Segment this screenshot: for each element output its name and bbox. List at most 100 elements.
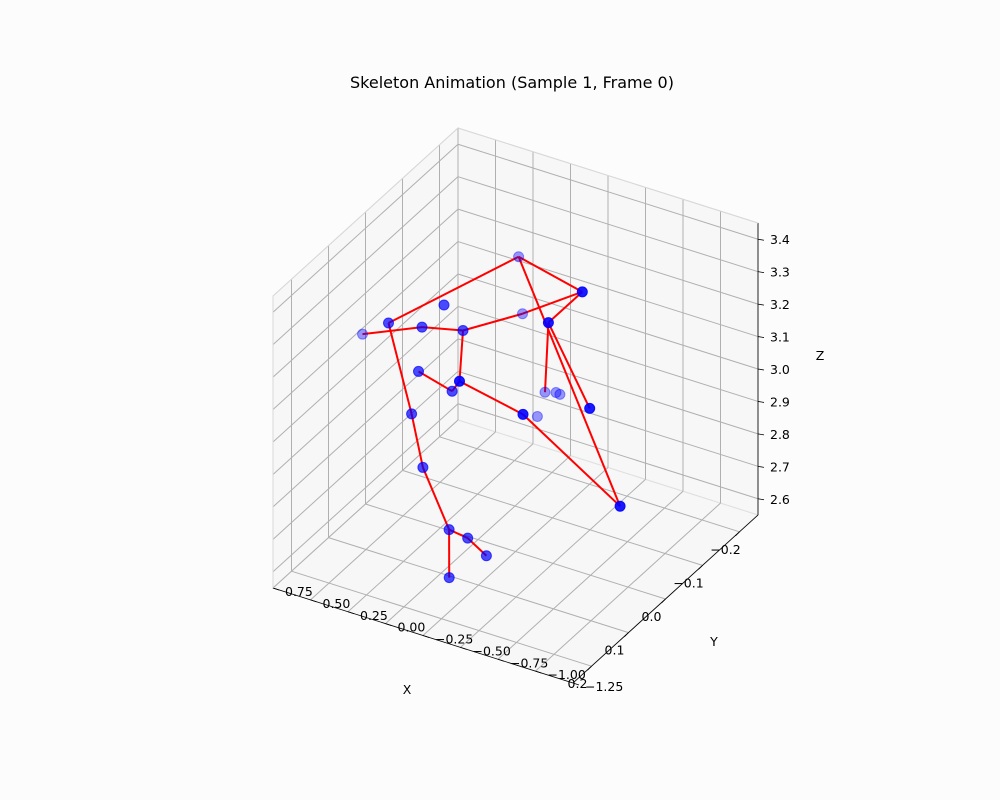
z-tick-mark bbox=[757, 498, 765, 501]
y-tick-label: −0.25 bbox=[435, 632, 473, 647]
z-tick-mark bbox=[757, 271, 765, 274]
pane-edge bbox=[272, 127, 459, 297]
grid-line-y bbox=[460, 479, 646, 648]
skeleton-bone bbox=[421, 326, 464, 332]
x-tick-label: −0.2 bbox=[710, 542, 740, 557]
skeleton-joint bbox=[443, 524, 455, 536]
z-tick-mark bbox=[757, 303, 765, 306]
z-tick-label: 3.1 bbox=[770, 330, 790, 345]
z-tick-mark bbox=[757, 465, 765, 468]
y-tick-label: 0.00 bbox=[398, 620, 426, 635]
skeleton-bones bbox=[362, 255, 622, 578]
grid-line-z bbox=[457, 143, 759, 240]
grid-line-z bbox=[457, 305, 759, 402]
x-tick-label: 0.1 bbox=[605, 643, 625, 658]
y-tick-mark bbox=[572, 682, 580, 686]
z-tick-label: 2.6 bbox=[770, 492, 790, 507]
tick-labels: −0.2 −0.1 0.0 0.1 0.2−1.25−1.00−0.75−0.50−0.… bbox=[285, 232, 790, 694]
skeleton-joint bbox=[357, 328, 368, 340]
pane-edge bbox=[457, 127, 759, 224]
y-tick-label: −1.00 bbox=[548, 667, 586, 682]
grid-line-y bbox=[310, 431, 496, 601]
y-tick-label: −0.50 bbox=[473, 643, 511, 658]
grid-line-y bbox=[385, 455, 571, 624]
y-tick-label: 0.50 bbox=[323, 596, 351, 611]
skeleton-joint bbox=[513, 251, 525, 263]
skeleton-joint bbox=[416, 321, 428, 333]
x-tick-label: 0.2 bbox=[568, 676, 588, 691]
z-tick-mark bbox=[757, 238, 765, 241]
skeleton-bone bbox=[547, 291, 583, 324]
grid-line-z bbox=[272, 403, 459, 573]
z-tick-label: 2.8 bbox=[770, 427, 790, 442]
x-tick-label: 0.0 bbox=[642, 609, 662, 624]
skeleton-bone bbox=[410, 413, 424, 468]
y-axis-line bbox=[272, 587, 574, 684]
skeleton-bone bbox=[421, 467, 451, 530]
skeleton-bone bbox=[522, 413, 621, 507]
grid-line-z bbox=[272, 241, 459, 410]
skeleton-joint bbox=[462, 532, 474, 544]
grid-line-z bbox=[457, 338, 759, 435]
x-axis-line bbox=[572, 514, 759, 684]
skeleton-bone bbox=[522, 290, 583, 315]
grid-line-z bbox=[457, 208, 759, 305]
y-tick-label: 0.75 bbox=[285, 584, 313, 599]
skeleton-joint bbox=[457, 324, 469, 336]
grid-line-z bbox=[457, 273, 759, 370]
skeleton-bone bbox=[518, 255, 583, 293]
skeleton-joint bbox=[517, 408, 529, 420]
z-tick-label: 2.7 bbox=[770, 459, 790, 474]
skeleton-joint bbox=[480, 550, 492, 562]
x-tick-label: −0.1 bbox=[673, 575, 703, 590]
z-tick-label: 3.2 bbox=[770, 297, 790, 312]
skeleton-joint bbox=[531, 410, 543, 422]
skeleton-joint bbox=[584, 402, 596, 414]
grid-line-z bbox=[272, 208, 459, 378]
skeleton-bone bbox=[544, 322, 550, 393]
skeleton-bone bbox=[462, 312, 523, 332]
skeleton-joint bbox=[446, 385, 458, 397]
skeleton-bone bbox=[517, 256, 622, 507]
skeleton-joint bbox=[542, 317, 554, 329]
z-tick-mark bbox=[757, 401, 765, 403]
skeleton-joint bbox=[438, 299, 450, 311]
grid-line-y bbox=[347, 443, 534, 613]
grid-line-y bbox=[497, 490, 684, 660]
z-tick-label: 3.0 bbox=[770, 362, 790, 377]
skeleton-joint bbox=[554, 388, 566, 400]
z-tick-label: 2.9 bbox=[770, 394, 790, 409]
grid-line-z bbox=[457, 241, 759, 338]
grid-lines bbox=[272, 128, 759, 684]
y-tick-label: 0.25 bbox=[360, 608, 388, 623]
z-tick-label: 3.4 bbox=[770, 232, 790, 247]
skeleton-joint bbox=[417, 461, 429, 473]
grid-line-z bbox=[272, 370, 459, 540]
skeleton-bone bbox=[417, 370, 453, 393]
skeleton-joint bbox=[406, 408, 418, 420]
skeleton-joint bbox=[383, 317, 394, 329]
grid-line-z bbox=[272, 143, 459, 313]
skeleton-joint bbox=[443, 572, 455, 584]
skeleton-joint bbox=[614, 500, 626, 512]
x-axis-label: X bbox=[403, 682, 412, 697]
z-tick-mark bbox=[757, 433, 765, 436]
grid-line-z bbox=[272, 273, 459, 443]
skeleton-joint bbox=[517, 308, 528, 320]
skeleton-bone bbox=[458, 330, 464, 382]
z-tick-mark bbox=[757, 336, 765, 338]
grid-line-z bbox=[272, 338, 459, 508]
skeleton-bone bbox=[547, 322, 591, 409]
axis-lines bbox=[272, 127, 765, 686]
grid-line-y bbox=[272, 419, 459, 589]
skeleton-bone bbox=[388, 255, 520, 324]
grid-line-z bbox=[457, 370, 759, 467]
skeleton-joint bbox=[454, 375, 465, 387]
z-tick-mark bbox=[757, 368, 765, 371]
chart-title: Skeleton Animation (Sample 1, Frame 0) bbox=[350, 73, 674, 92]
skeleton-bone bbox=[362, 326, 423, 336]
z-tick-label: 3.3 bbox=[770, 265, 790, 280]
skeleton-bone bbox=[387, 322, 413, 415]
skeleton-joints bbox=[357, 251, 626, 584]
